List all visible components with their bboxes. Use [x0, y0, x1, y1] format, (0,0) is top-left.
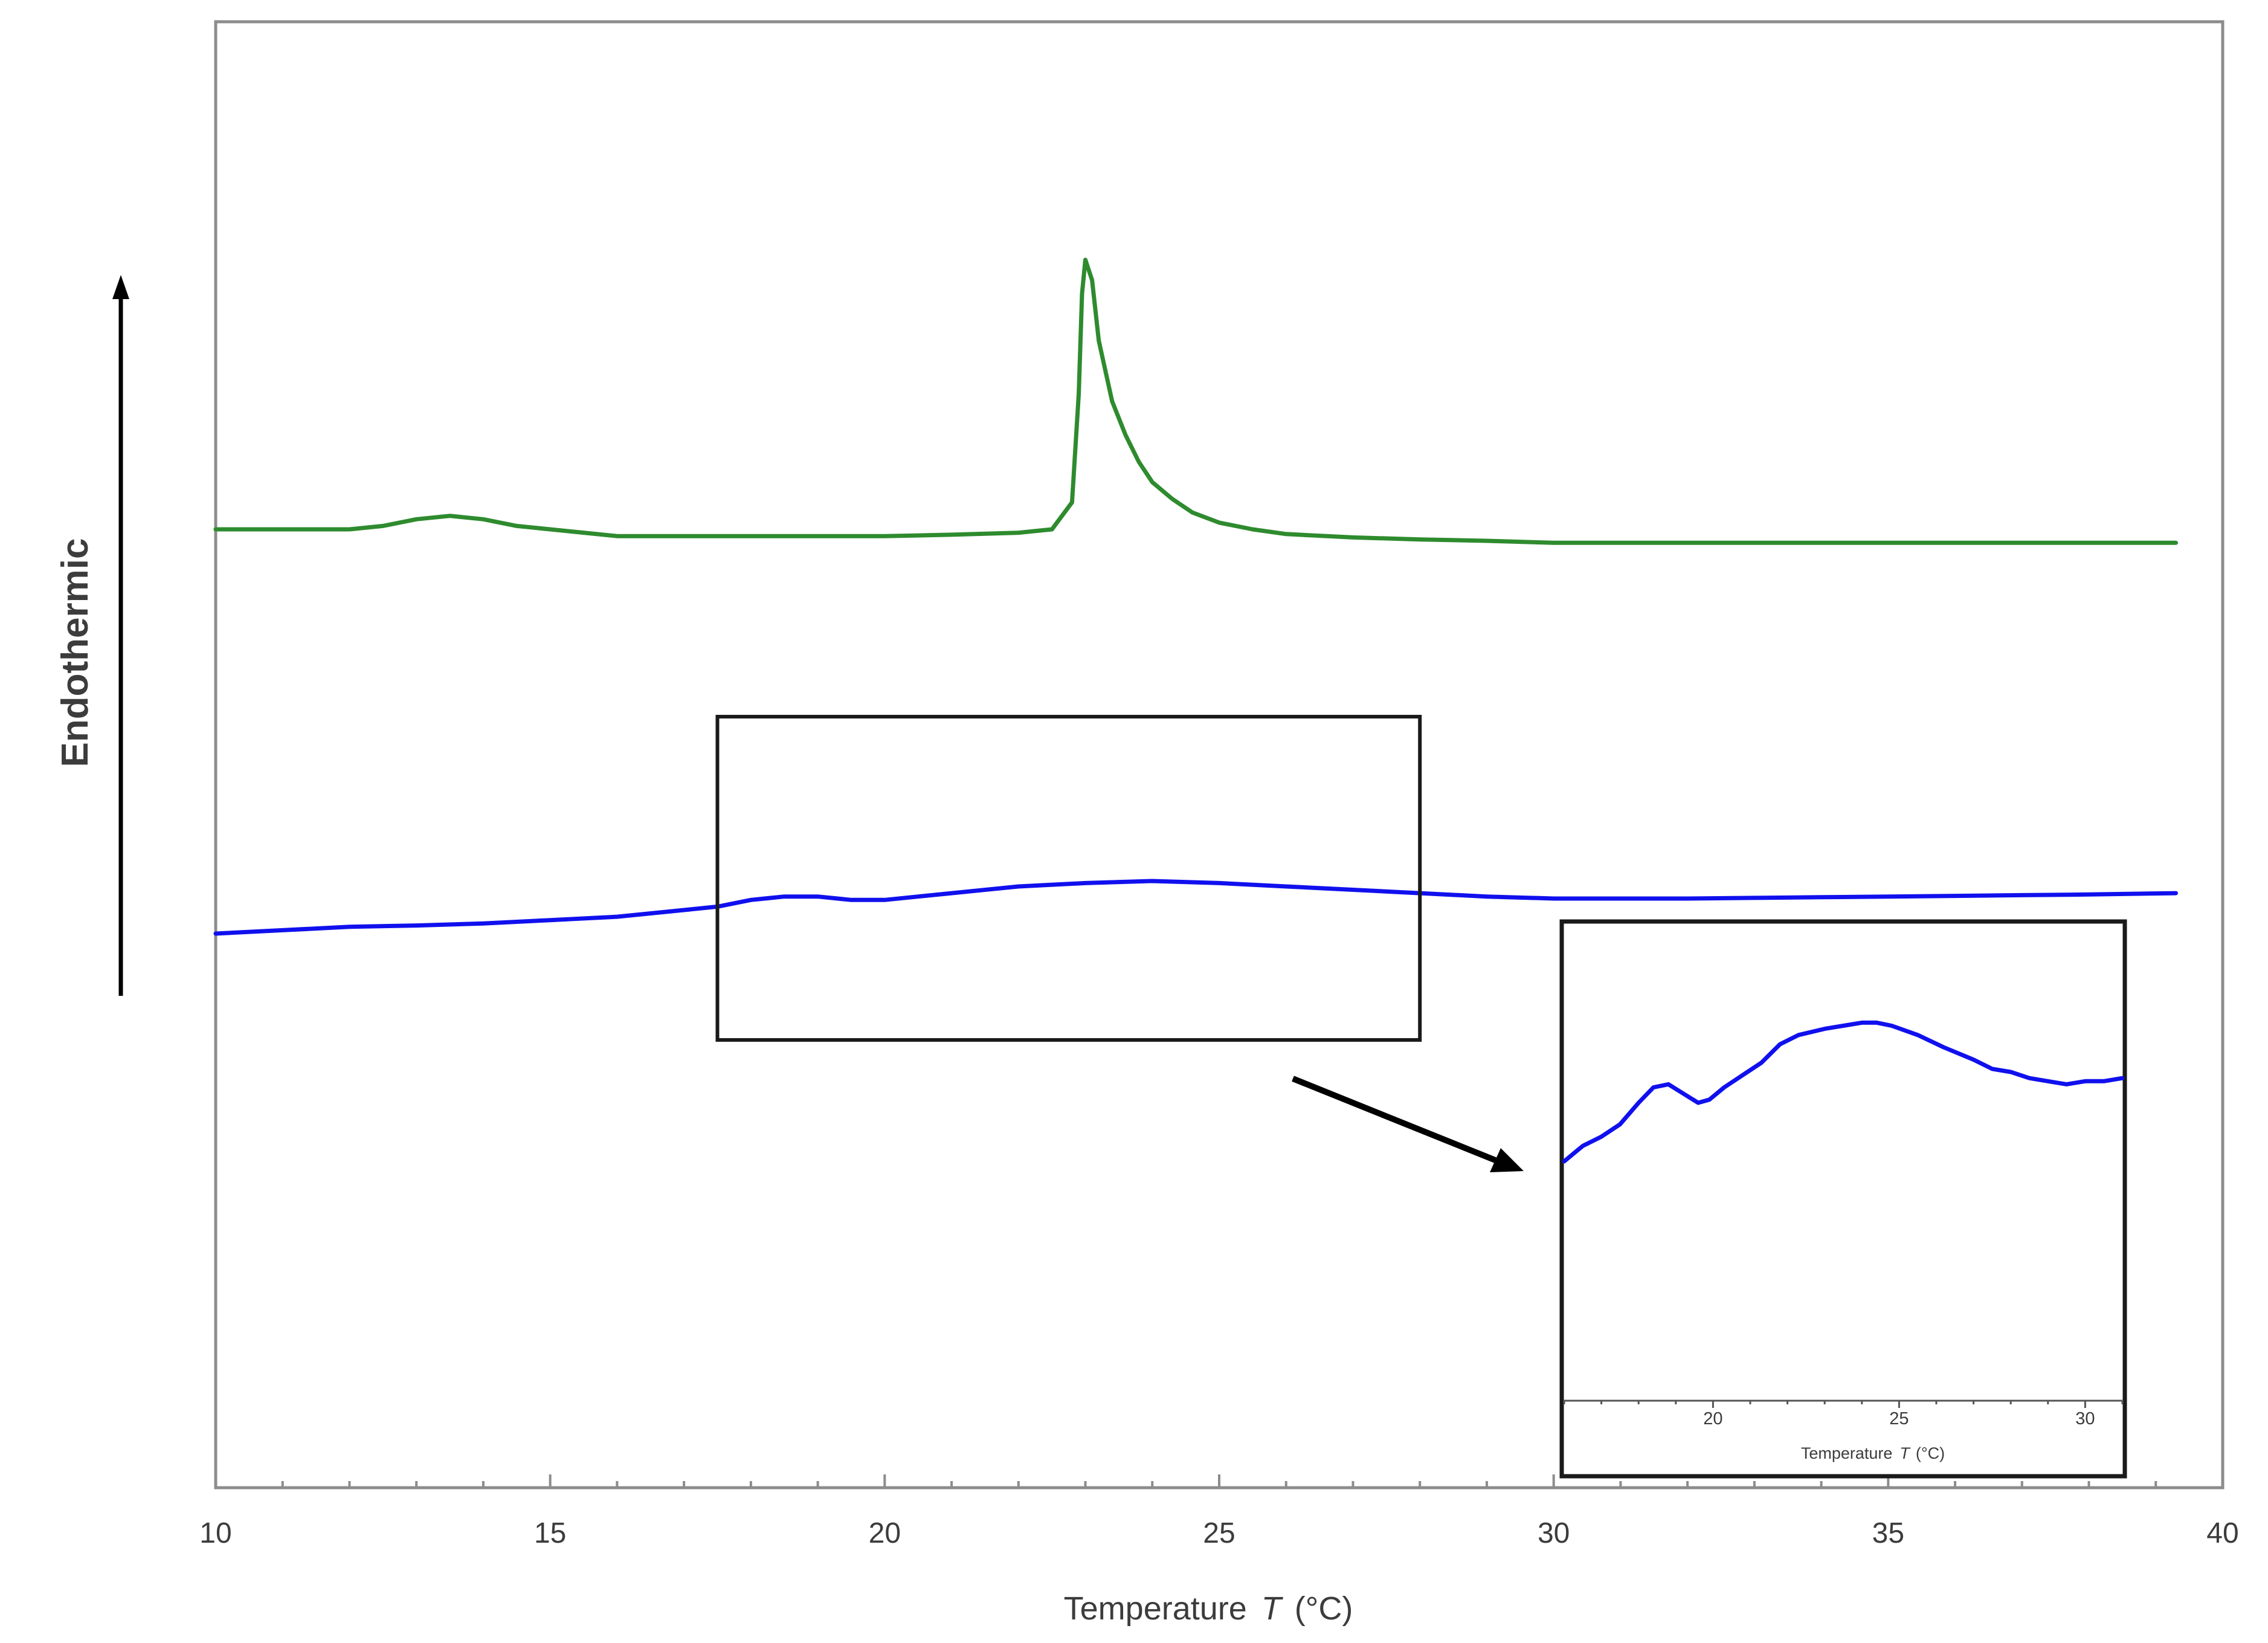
inset-frame — [1559, 919, 2127, 1479]
x-tick-label: 20 — [869, 1517, 901, 1549]
zoom-region-box — [715, 715, 1422, 1042]
inset-chart: 20 25 30 Temperature T (°C) — [1559, 919, 2127, 1479]
x-tick-label: 40 — [2206, 1517, 2238, 1549]
inset-tick-label: 20 — [1703, 1409, 1722, 1428]
inset-series-line — [1562, 1020, 2125, 1164]
inset-x-axis-title-text: Temperature — [1801, 1444, 1893, 1462]
inset-series-group — [1562, 1020, 2125, 1164]
zoom-arrow-shaft — [1292, 1076, 1500, 1164]
series-group — [213, 257, 2178, 936]
inset-x-axis-title: Temperature T (°C) — [1801, 1444, 1945, 1462]
x-tick-label: 25 — [1203, 1517, 1235, 1549]
zoom-arrowhead — [1490, 1148, 1524, 1172]
x-tick-label: 15 — [534, 1517, 566, 1549]
inset-tick-label: 25 — [1889, 1409, 1909, 1428]
x-axis-title: Temperature T (°C) — [1064, 1590, 1353, 1627]
x-tick-label: 35 — [1872, 1517, 1904, 1549]
y-axis-arrowhead — [112, 275, 129, 299]
inset-x-axis-ticks — [1563, 1401, 2124, 1408]
series-line-lower — [213, 879, 2178, 936]
x-axis-title-symbol: T — [1261, 1590, 1284, 1627]
y-axis-title: Endothermic — [54, 538, 96, 767]
inset-x-axis-tick-labels: 20 25 30 — [1703, 1409, 2095, 1428]
series-line-upper — [213, 257, 2178, 545]
x-axis-tick-labels: 10 15 20 25 30 35 40 — [199, 1517, 2238, 1549]
x-tick-label: 10 — [199, 1517, 231, 1549]
inset-x-axis-title-symbol: T — [1899, 1444, 1911, 1462]
x-tick-label: 30 — [1538, 1517, 1570, 1549]
inset-x-axis-title-unit: (°C) — [1916, 1444, 1945, 1462]
x-axis-ticks — [214, 1474, 2224, 1488]
x-axis-title-unit: (°C) — [1295, 1590, 1353, 1627]
x-axis-title-text: Temperature — [1064, 1590, 1247, 1627]
inset-tick-label: 30 — [2075, 1409, 2095, 1428]
